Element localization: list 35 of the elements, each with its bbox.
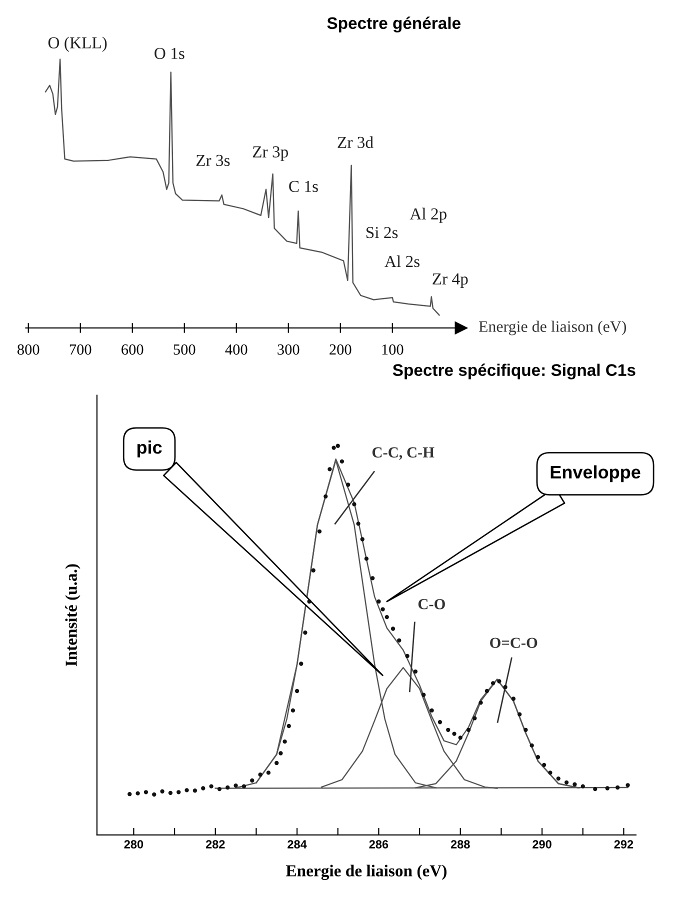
x-tick-label: 800	[17, 344, 40, 355]
x-tick-label: 700	[70, 344, 92, 355]
chart-title: Spectre générale	[327, 16, 460, 32]
x-tick-label: 280	[124, 840, 144, 848]
x-tick-label: 100	[382, 344, 404, 355]
annotation: C-O	[418, 598, 445, 610]
x-tick-label: 200	[330, 344, 352, 355]
x-tick-label: 288	[450, 840, 470, 848]
x-tick-label: 284	[288, 840, 307, 848]
annotation: Zr 3s	[196, 154, 230, 166]
chart-title: Spectre spécifique: Signal C1s	[392, 364, 636, 380]
annotation: Al 2s	[384, 255, 420, 268]
text: O (KLL)	[48, 36, 107, 52]
y-axis-title: Intensité (u.a.)	[65, 564, 80, 666]
annotation: pic	[137, 440, 162, 458]
x-axis-title: Energie de liaison (eV)	[478, 320, 626, 336]
annotation: C-C, C-H	[372, 447, 434, 460]
annotation: Zr 4p	[432, 273, 468, 288]
annotation: Enveloppe	[550, 465, 640, 482]
x-tick-label: 600	[122, 344, 144, 355]
x-tick-label: 292	[614, 840, 634, 848]
x-tick-label: 282	[206, 840, 225, 848]
x-tick-label: 290	[532, 840, 552, 848]
annotation: Al 2p	[410, 208, 446, 223]
x-tick-label: 300	[278, 344, 300, 355]
x-axis-title: Energie de liaison (eV)	[286, 864, 447, 880]
text: O 1s	[154, 48, 184, 60]
annotation: Si 2s	[366, 226, 398, 238]
x-tick-label: 500	[174, 344, 196, 355]
x-tick-label: 286	[369, 840, 388, 848]
x-tick-label: 400	[225, 344, 248, 355]
annotation: Zr 3p	[252, 146, 288, 161]
annotation: C 1s	[289, 180, 318, 192]
annotation: O=C-O	[490, 638, 538, 648]
annotation: Zr 3d	[338, 136, 374, 148]
